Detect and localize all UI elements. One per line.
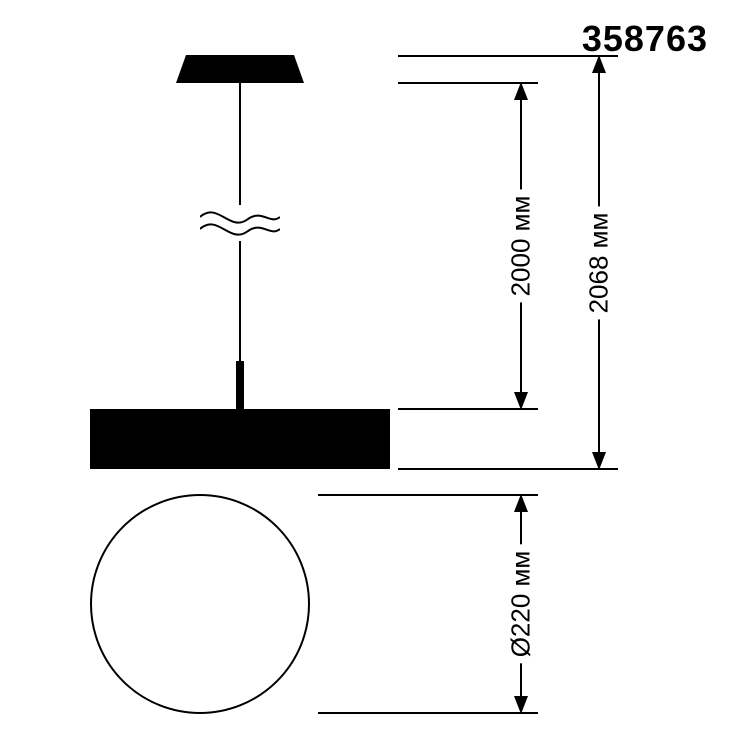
- dim-diameter-label: Ø220 мм: [506, 545, 537, 664]
- dim-total-height-label: 2068 мм: [584, 206, 615, 319]
- dim-unit: мм: [584, 212, 614, 248]
- wire-break-symbol: [200, 205, 280, 241]
- dim-prefix: Ø: [506, 637, 536, 657]
- dim-value: 220: [506, 594, 536, 637]
- dim-value: 2068: [584, 255, 614, 313]
- lamp-side-view: [90, 55, 390, 475]
- dim-total-height: 2068 мм: [584, 55, 614, 470]
- ext-line: [318, 712, 538, 714]
- dim-unit: мм: [506, 551, 536, 587]
- dim-value: 2000: [506, 239, 536, 297]
- dim-cable-length: 2000 мм: [506, 82, 536, 410]
- ceiling-mount: [186, 55, 294, 83]
- ext-line: [318, 494, 538, 496]
- product-id: 358763: [582, 18, 708, 60]
- connector-rod: [236, 361, 244, 409]
- dim-diameter: Ø220 мм: [506, 494, 536, 714]
- lamp-body: [90, 409, 390, 469]
- dim-cable-length-label: 2000 мм: [506, 190, 537, 303]
- lamp-bottom-view: [90, 494, 310, 714]
- dim-unit: мм: [506, 196, 536, 232]
